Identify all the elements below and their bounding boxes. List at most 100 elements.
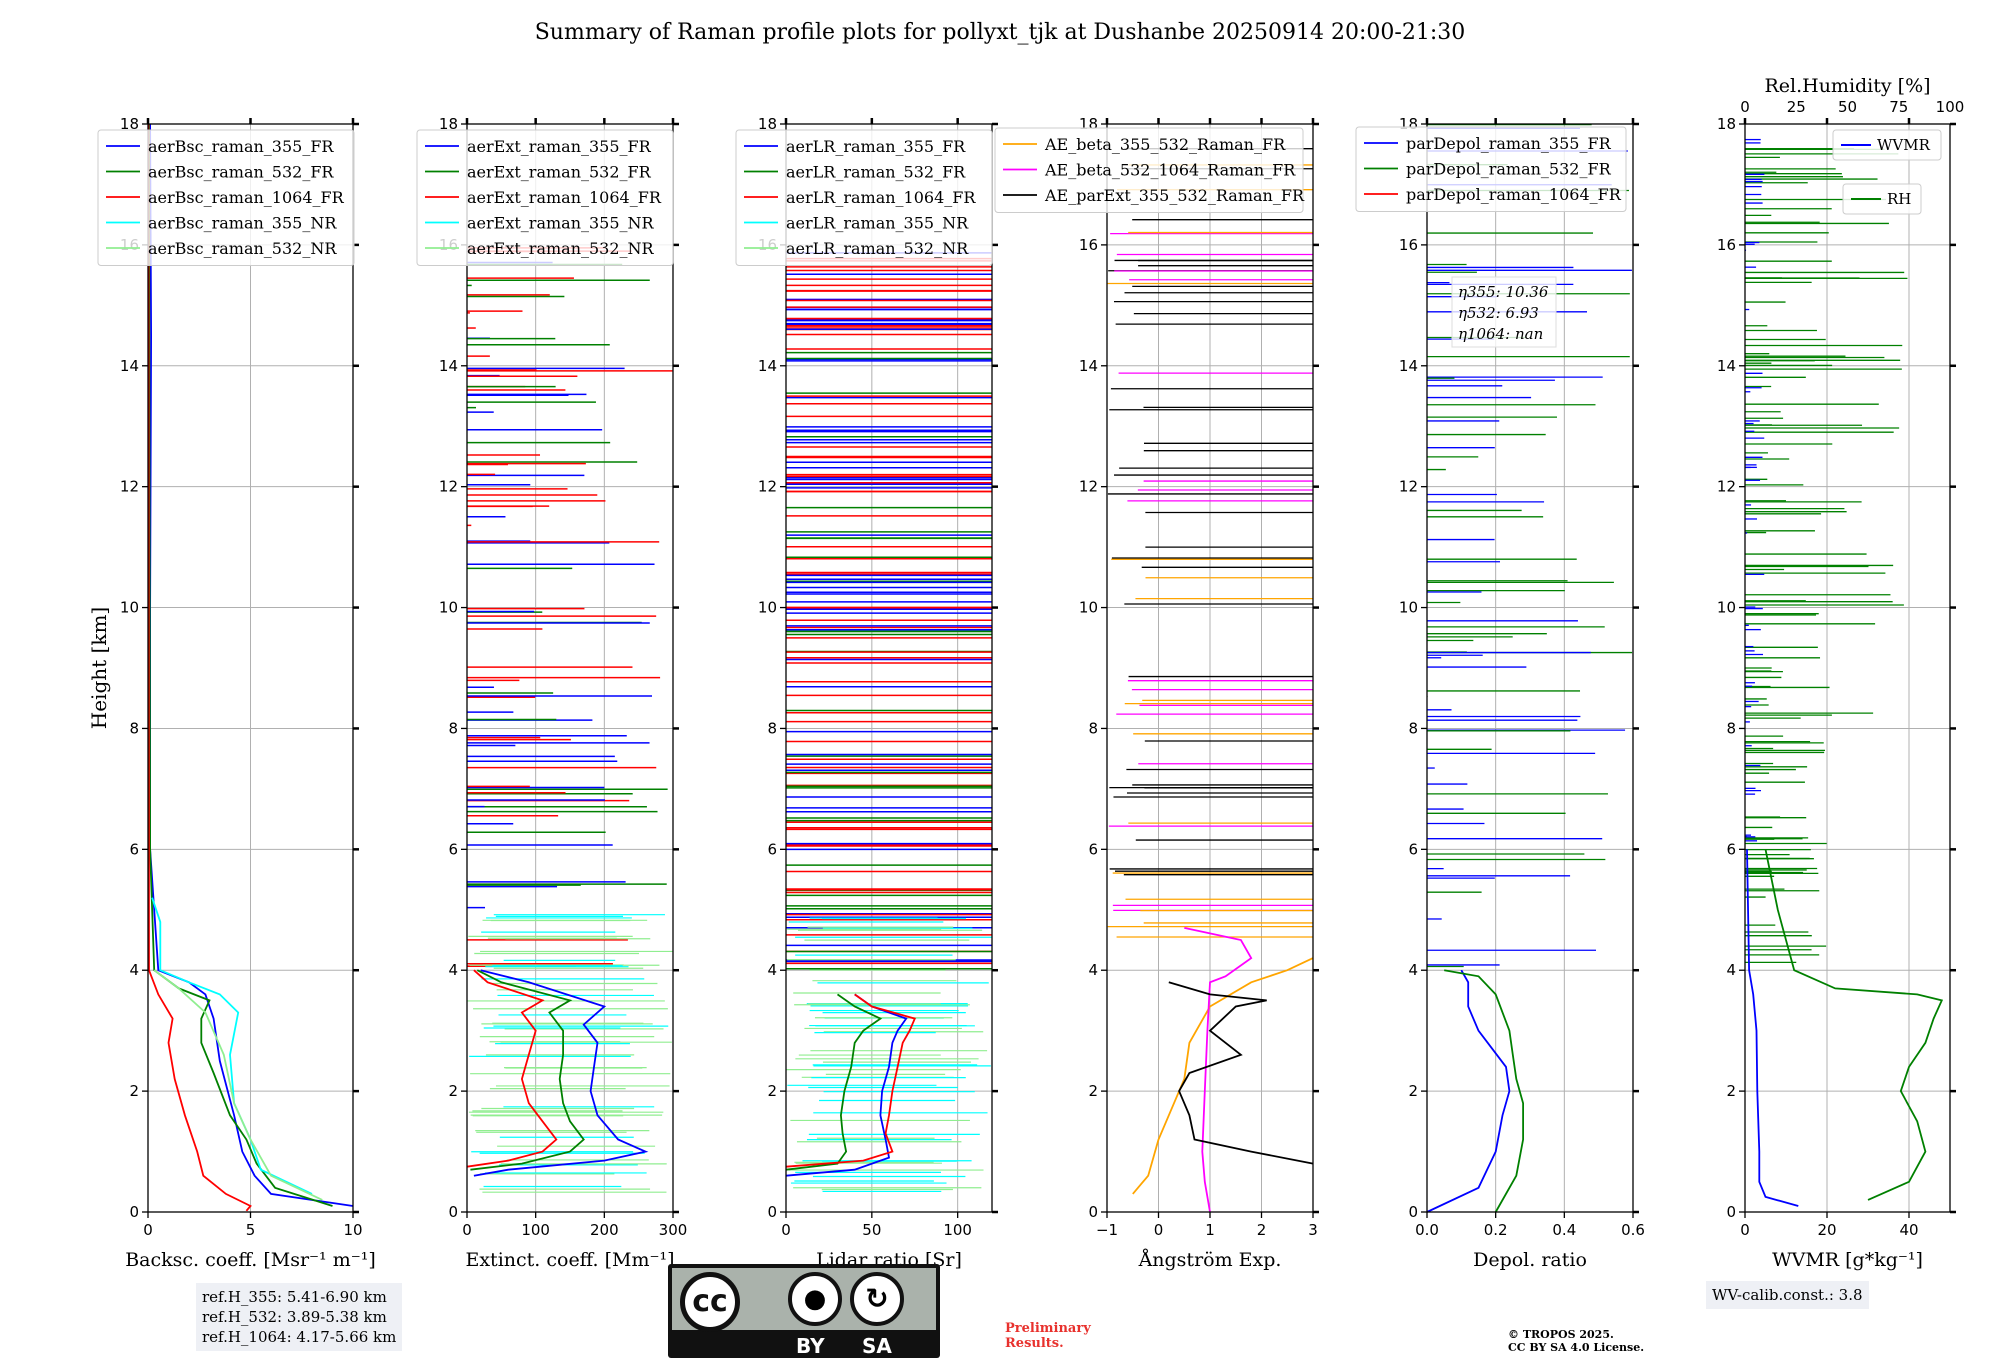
y-tick-label: 2 <box>1088 1082 1098 1100</box>
legend: aerLR_raman_355_FR aerLR_raman_532_FR aerL… <box>735 129 993 266</box>
y-tick-label: 10 <box>120 599 139 617</box>
preliminary-line-1: Preliminary <box>1005 1321 1091 1336</box>
series-aerExt_raman_532_FR <box>470 969 585 1171</box>
y-tick-label: 4 <box>129 961 139 979</box>
legend-label: aerExt_raman_532_NR <box>467 239 655 258</box>
series-aerBsc_raman_355_NR <box>151 897 313 1195</box>
y-tick-label: 8 <box>1408 719 1418 737</box>
legend-box <box>735 129 993 266</box>
legend-label: parDepol_raman_1064_FR <box>1406 185 1622 204</box>
legend-label: AE_parExt_355_532_Raman_FR <box>1044 186 1305 205</box>
y-tick-label: 6 <box>1726 840 1736 858</box>
y-tick-label: 2 <box>129 1082 139 1100</box>
legend-label: AE_beta_532_1064_Raman_FR <box>1044 161 1296 180</box>
x-tick-label: 1 <box>1205 1221 1215 1239</box>
series-AE_beta_355_532_Raman_FR <box>1132 957 1314 1195</box>
legend: parDepol_raman_355_FR parDepol_raman_532_… <box>1355 126 1627 212</box>
y-tick-label: 6 <box>1088 840 1098 858</box>
series-AE_beta_532_1064_Raman_FR <box>1184 927 1253 1213</box>
y-tick-label: 14 <box>120 357 139 375</box>
legend-label: aerLR_raman_355_NR <box>786 214 969 233</box>
y-tick-label: 14 <box>1399 357 1418 375</box>
y-tick-label: 4 <box>448 961 458 979</box>
series-aerLR_raman_355_FR <box>785 993 908 1177</box>
x-tick-label: 0 <box>462 1221 472 1239</box>
eta-label: η532: 6.93 <box>1458 304 1539 322</box>
x-axis-label: Backsc. coeff. [Msr⁻¹ m⁻¹] <box>125 1249 376 1271</box>
panel-2: 0246810121416180100200300Extinct. coeff.… <box>416 115 687 1271</box>
eta-label: η355: 10.36 <box>1458 283 1549 301</box>
x-tick-label: 3 <box>1308 1221 1318 1239</box>
y-tick-label: 18 <box>439 115 458 133</box>
x-tick-label: 0.0 <box>1415 1221 1439 1239</box>
y-tick-label: 8 <box>129 719 139 737</box>
legend-label: aerBsc_raman_532_FR <box>148 163 334 182</box>
y-tick-label: 12 <box>439 478 458 496</box>
ref-height-532: ref.H_532: 3.89-5.38 km <box>202 1308 387 1326</box>
y-tick-label: 0 <box>1408 1203 1418 1221</box>
y-tick-label: 8 <box>1726 719 1736 737</box>
panel-1: 0246810121416180510Backsc. coeff. [Msr⁻¹… <box>87 115 376 1271</box>
preliminary-line-2: Results. <box>1005 1336 1064 1351</box>
axes-frame <box>785 123 993 1213</box>
preliminary-note: Preliminary Results. <box>1005 1321 1125 1351</box>
x-tick-label: 20 <box>1817 1221 1836 1239</box>
series-aerExt_raman_1064_FR <box>466 969 558 1168</box>
legend-label: parDepol_raman_532_FR <box>1406 160 1612 179</box>
wv-calibration-box: WV-calib.const.: 3.8 <box>1706 1281 1869 1309</box>
x-tick-label: 100 <box>521 1221 550 1239</box>
eta-label: η1064: nan <box>1458 325 1543 343</box>
axes-frame <box>1426 123 1634 1213</box>
y-tick-label: 8 <box>767 719 777 737</box>
figure-title: Summary of Raman profile plots for polly… <box>534 20 1466 45</box>
legend-label: aerExt_raman_532_FR <box>467 163 652 182</box>
x-tick-label: 40 <box>1899 1221 1918 1239</box>
series-aerBsc_raman_532_FR <box>148 123 333 1207</box>
cc-by-label: BY <box>796 1334 825 1358</box>
legend-label: AE_beta_355_532_Raman_FR <box>1044 135 1286 154</box>
series-aerLR_raman_532_FR <box>785 993 883 1171</box>
legend-box <box>97 129 355 266</box>
x-tick-label: 5 <box>246 1221 256 1239</box>
x2-tick-label: 0 <box>1740 98 1750 116</box>
legend-box <box>416 129 674 266</box>
legend-box <box>1842 183 1922 215</box>
ref-height-1064: ref.H_1064: 4.17-5.66 km <box>202 1328 397 1346</box>
y-tick-label: 4 <box>767 961 777 979</box>
series-RH <box>1764 849 1944 1201</box>
y-tick-label: 6 <box>1408 840 1418 858</box>
legend-label: aerBsc_raman_355_NR <box>148 214 337 233</box>
x-tick-label: 0 <box>1740 1221 1750 1239</box>
y-tick-label: 14 <box>1717 357 1736 375</box>
y-tick-label: 18 <box>1717 115 1736 133</box>
x-tick-label: 0 <box>1154 1221 1164 1239</box>
y-tick-label: 18 <box>120 115 139 133</box>
x-axis-label: Ångström Exp. <box>1138 1249 1282 1271</box>
legend-box <box>1355 126 1627 212</box>
legend-box <box>994 127 1304 213</box>
y-tick-label: 6 <box>448 840 458 858</box>
copyright-line-2: CC BY SA 4.0 License. <box>1508 1341 1645 1354</box>
legend-label: WVMR <box>1877 136 1931 154</box>
y-tick-label: 18 <box>758 115 777 133</box>
x-axis-label: Extinct. coeff. [Mm⁻¹] <box>465 1249 674 1271</box>
legend-label: aerBsc_raman_532_NR <box>148 239 337 258</box>
legend-box <box>1832 129 1942 161</box>
copyright-line-1: © TROPOS 2025. <box>1508 1328 1614 1341</box>
y-tick-label: 12 <box>120 478 139 496</box>
y-tick-label: 12 <box>758 478 777 496</box>
x-tick-label: 100 <box>943 1221 972 1239</box>
legend: aerBsc_raman_355_FR aerBsc_raman_532_FRae… <box>97 129 355 266</box>
x-tick-label: 0 <box>781 1221 791 1239</box>
legend: AE_beta_355_532_Raman_FR AE_beta_532_1064… <box>994 127 1305 213</box>
series-WVMR <box>1746 849 1799 1207</box>
y-tick-label: 0 <box>1726 1203 1736 1221</box>
reference-height-box: ref.H_355: 5.41-6.90 km ref.H_532: 3.89-… <box>196 1283 403 1351</box>
depol-eta-box: η355: 10.36 η532: 6.93 η1064: nan <box>1451 276 1557 348</box>
legend-label: aerLR_raman_1064_FR <box>786 188 976 207</box>
y-tick-label: 8 <box>448 719 458 737</box>
